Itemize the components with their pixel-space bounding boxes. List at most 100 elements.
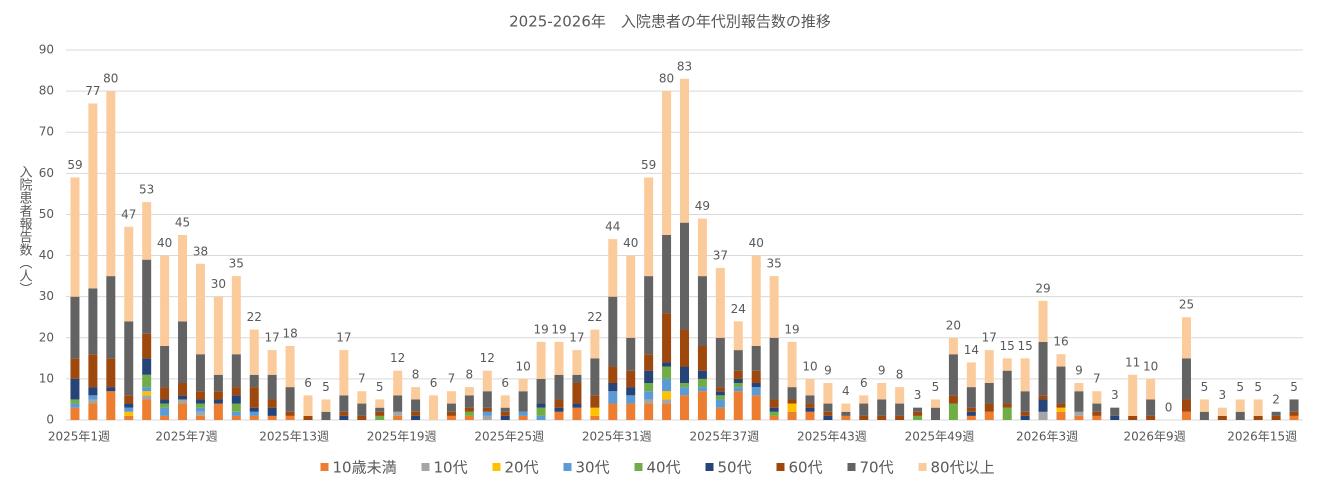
bar-segment — [1128, 374, 1138, 416]
bar-segment — [966, 415, 976, 420]
total-label: 35 — [229, 257, 244, 271]
total-label: 59 — [641, 158, 656, 172]
bar-segment — [411, 399, 421, 412]
legend-swatch — [492, 463, 501, 471]
bar-segment — [106, 391, 116, 420]
total-label: 6 — [860, 376, 868, 390]
bar-segment — [178, 403, 188, 420]
bar-segment — [626, 387, 636, 396]
bar-segment — [142, 333, 152, 359]
bar-segment — [249, 387, 259, 408]
bar-segment — [1092, 403, 1102, 412]
bar-segment — [124, 411, 134, 416]
total-label: 4 — [842, 384, 850, 398]
bar-segment — [195, 399, 205, 404]
bar-segment — [1271, 415, 1281, 420]
bar-segment — [1002, 370, 1012, 404]
total-label: 9 — [824, 364, 832, 378]
bar-segment — [195, 403, 205, 408]
total-label: 20 — [946, 318, 961, 332]
bar-segment — [1199, 411, 1209, 420]
total-label: 5 — [1236, 380, 1244, 394]
bar-segment — [536, 407, 546, 416]
bar-segment — [877, 415, 887, 420]
bar-segment — [590, 415, 600, 420]
bar-segment — [267, 399, 277, 408]
y-tick-label: 20 — [39, 330, 54, 344]
total-label: 12 — [390, 351, 405, 365]
bar-segment — [626, 395, 636, 404]
total-label: 77 — [85, 84, 100, 98]
bar-segment — [966, 387, 976, 408]
bar-segment — [644, 403, 654, 420]
legend-swatch — [421, 463, 430, 471]
bar-segment — [339, 395, 349, 412]
x-tick-label: 2025年43週 — [797, 430, 867, 444]
bar-segment — [249, 415, 259, 420]
bar-segment — [680, 383, 689, 388]
bar-segment — [769, 276, 779, 338]
bar-segment — [697, 387, 707, 392]
bar-segment — [1020, 415, 1030, 420]
bar-segment — [859, 403, 869, 416]
bar-segment — [249, 329, 259, 375]
bar-segment — [267, 374, 277, 400]
bar-segment — [930, 399, 940, 408]
bar-segment — [285, 387, 295, 412]
bar-segment — [518, 415, 528, 420]
bar-segment — [715, 407, 725, 420]
bar-segment — [662, 378, 672, 392]
bar-segment — [464, 415, 474, 420]
bar-segment — [626, 403, 636, 420]
total-label: 6 — [430, 376, 438, 390]
bar-segment — [1289, 415, 1299, 420]
total-label: 37 — [713, 248, 728, 262]
bar-segment — [715, 395, 725, 400]
total-label: 44 — [605, 220, 620, 234]
bar-segment — [662, 235, 672, 314]
bar-segment — [1146, 415, 1156, 420]
bar-segment — [70, 399, 80, 404]
bar-segment — [1110, 407, 1120, 416]
legend-swatch — [776, 463, 785, 471]
bar-segment — [464, 387, 474, 396]
bar-segment — [554, 411, 564, 420]
bar-segment — [213, 391, 223, 400]
bar-segment — [88, 288, 98, 355]
legend-swatch — [634, 463, 643, 471]
bar-segment — [751, 255, 761, 346]
y-tick-label: 40 — [39, 248, 54, 262]
bar-segment — [1092, 411, 1102, 416]
bar-segment — [446, 415, 456, 420]
bar-segment — [195, 407, 205, 412]
x-tick-label: 2026年3週 — [1016, 430, 1078, 444]
bar-segment — [1074, 391, 1084, 412]
bar-segment — [536, 403, 546, 408]
legend-text: 70代 — [860, 459, 894, 477]
bar-segment — [70, 296, 80, 359]
bar-segment — [142, 374, 152, 388]
total-label: 15 — [1017, 339, 1032, 353]
bar-segment — [1253, 415, 1263, 420]
bar-segment — [482, 407, 492, 412]
total-label: 9 — [1075, 364, 1083, 378]
total-label: 29 — [1035, 281, 1050, 295]
bar-segment — [751, 346, 761, 371]
bar-segment — [805, 378, 815, 396]
bar-segment — [966, 411, 976, 416]
bar-segment — [357, 415, 367, 420]
bar-segment — [375, 399, 385, 408]
bar-segment — [464, 411, 474, 416]
bar-segment — [160, 415, 170, 420]
total-label: 8 — [896, 368, 904, 382]
y-tick-label: 90 — [39, 43, 54, 57]
bar-segment — [680, 395, 689, 420]
bar-segment — [930, 407, 940, 420]
bar-segment — [644, 383, 654, 392]
legend-text: 20代 — [505, 459, 539, 477]
bar-segment — [178, 321, 188, 383]
bar-segment — [124, 395, 134, 404]
bar-segment — [411, 411, 421, 416]
bar-segment — [249, 407, 259, 412]
y-tick-label: 70 — [39, 125, 54, 139]
